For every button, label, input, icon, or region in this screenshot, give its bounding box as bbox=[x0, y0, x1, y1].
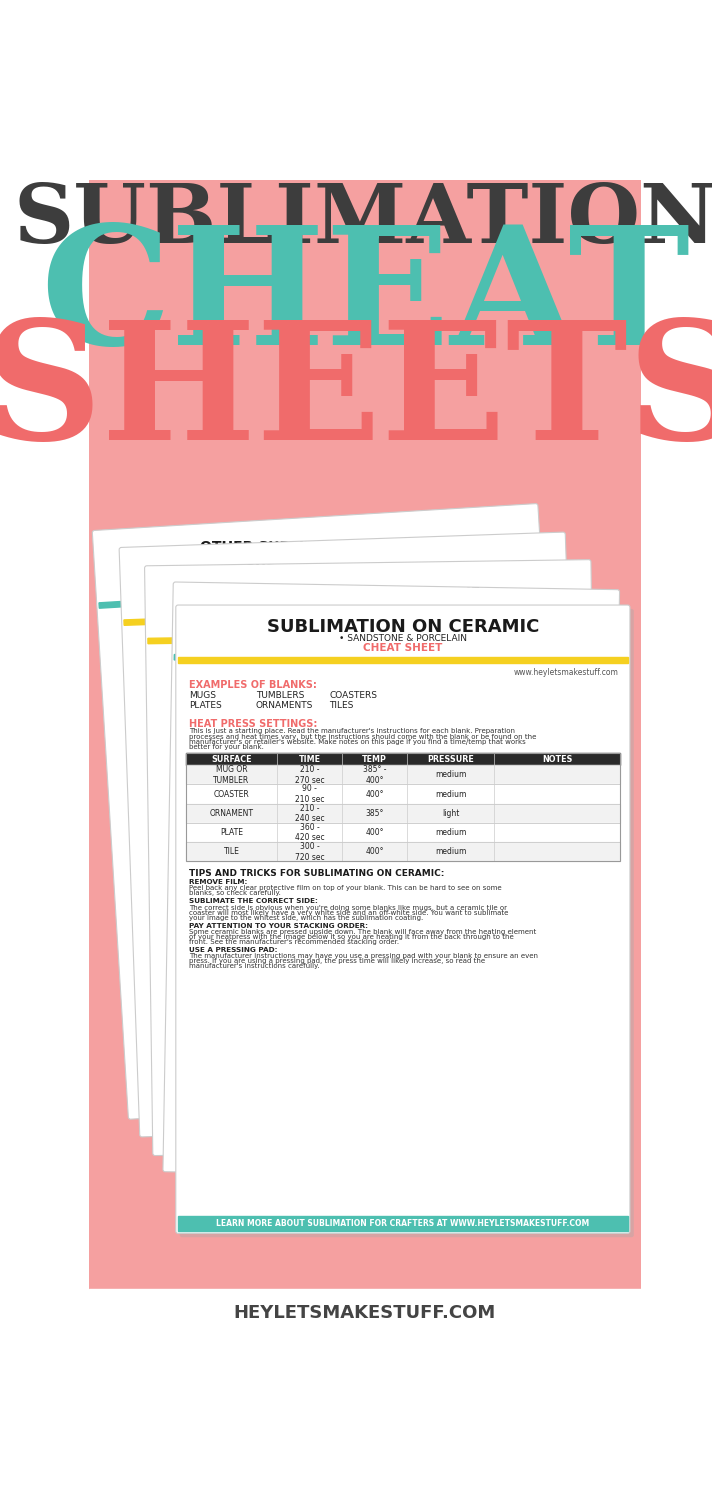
Text: PAY ATTENTION TO YOUR STACKING ORDER:: PAY ATTENTION TO YOUR STACKING ORDER: bbox=[189, 922, 368, 928]
Text: CHEAT SHEET: CHEAT SHEET bbox=[284, 567, 352, 576]
Text: • SANDSTONE & PORCELAIN: • SANDSTONE & PORCELAIN bbox=[339, 633, 467, 642]
Text: CHEAT SHEET: CHEAT SHEET bbox=[334, 614, 403, 622]
Text: Some ceramic blanks are pressed upside down. The blank will face away from the h: Some ceramic blanks are pressed upside d… bbox=[189, 928, 536, 934]
Text: TIME: TIME bbox=[298, 754, 320, 764]
Text: 400°: 400° bbox=[365, 789, 384, 798]
Text: medium: medium bbox=[435, 789, 466, 798]
Text: ORNAMENTS: ORNAMENTS bbox=[256, 702, 313, 711]
Text: of your heatpress with the image below it so you are heating it from the back th: of your heatpress with the image below i… bbox=[189, 934, 514, 940]
Text: TIPS AND TRICKS FOR SUBLIMATING ON CERAMIC:: TIPS AND TRICKS FOR SUBLIMATING ON CERAM… bbox=[189, 868, 444, 877]
Text: PLATE: PLATE bbox=[220, 828, 243, 837]
Text: 385° -
400°: 385° - 400° bbox=[363, 765, 387, 784]
Text: HEYLETSMAKESTUFF.COM: HEYLETSMAKESTUFF.COM bbox=[234, 1305, 496, 1323]
Text: manufacturer's or retailer's website. Make notes on this page if you find a time: manufacturer's or retailer's website. Ma… bbox=[189, 740, 525, 746]
Text: 400°: 400° bbox=[365, 828, 384, 837]
Text: TILES: TILES bbox=[329, 702, 354, 711]
FancyBboxPatch shape bbox=[93, 504, 574, 1119]
Text: PLATES: PLATES bbox=[189, 702, 221, 711]
FancyBboxPatch shape bbox=[179, 609, 634, 1238]
Text: TUMBLERS: TUMBLERS bbox=[256, 692, 304, 700]
Text: CHEAT SHEET: CHEAT SHEET bbox=[361, 636, 430, 645]
Text: 90 -
210 sec: 90 - 210 sec bbox=[295, 784, 324, 804]
Bar bbox=[186, 784, 620, 804]
Text: processes and heat times vary, but the instructions should come with the blank o: processes and heat times vary, but the i… bbox=[189, 734, 536, 740]
Text: press. If you are using a pressing pad, the press time will likely increase, so : press. If you are using a pressing pad, … bbox=[189, 958, 485, 964]
Text: www.heyletsmakestuff.com: www.heyletsmakestuff.com bbox=[513, 668, 618, 676]
Bar bbox=[186, 784, 620, 804]
Bar bbox=[186, 753, 620, 765]
Bar bbox=[178, 1215, 627, 1231]
Text: TEMP: TEMP bbox=[362, 754, 387, 764]
Bar bbox=[124, 604, 565, 625]
Text: manufacturer's instructions carefully.: manufacturer's instructions carefully. bbox=[189, 963, 320, 969]
Bar bbox=[174, 654, 616, 668]
Bar bbox=[186, 842, 620, 861]
Text: 210 -
240 sec: 210 - 240 sec bbox=[295, 804, 325, 824]
Text: The manufacturer instructions may have you use a pressing pad with your blank to: The manufacturer instructions may have y… bbox=[189, 952, 538, 958]
Text: CHEAT SHEET: CHEAT SHEET bbox=[363, 644, 443, 652]
Text: front. See the manufacturer's recommended stacking order.: front. See the manufacturer's recommende… bbox=[189, 939, 399, 945]
Bar bbox=[186, 765, 620, 784]
Text: NOTES: NOTES bbox=[542, 754, 572, 764]
Bar bbox=[186, 824, 620, 842]
Text: SUBLIMATION ON FABRIC: SUBLIMATION ON FABRIC bbox=[245, 562, 441, 578]
Bar bbox=[186, 765, 620, 784]
Text: TILE: TILE bbox=[224, 847, 239, 856]
Bar bbox=[148, 632, 590, 644]
Text: SUBLIMATION ON CERAMIC: SUBLIMATION ON CERAMIC bbox=[267, 618, 539, 636]
Text: light: light bbox=[442, 808, 459, 818]
Bar bbox=[178, 657, 627, 663]
Text: CHEAT SHEET: CHEAT SHEET bbox=[310, 590, 378, 598]
Text: 210 -
270 sec: 210 - 270 sec bbox=[295, 765, 325, 784]
Text: 385°: 385° bbox=[365, 808, 384, 818]
Bar bbox=[186, 824, 620, 842]
Text: COASTER: COASTER bbox=[214, 789, 249, 798]
Text: This is just a starting place. Read the manufacturer's instructions for each bla: This is just a starting place. Read the … bbox=[189, 728, 515, 734]
Bar bbox=[186, 753, 620, 861]
Text: SUBLIMATION ON NEOPRENE: SUBLIMATION ON NEOPRENE bbox=[256, 586, 481, 600]
Text: medium: medium bbox=[435, 847, 466, 856]
Text: USE A PRESSING PAD:: USE A PRESSING PAD: bbox=[189, 946, 278, 952]
Text: LEARN MORE ABOUT SUBLIMATION FOR CRAFTERS AT WWW.HEYLETSMAKESTUFF.COM: LEARN MORE ABOUT SUBLIMATION FOR CRAFTER… bbox=[216, 1220, 590, 1228]
Bar bbox=[89, 1288, 641, 1335]
FancyBboxPatch shape bbox=[119, 532, 586, 1137]
Text: Peel back any clear protective film on top of your blank. This can be hard to se: Peel back any clear protective film on t… bbox=[189, 885, 501, 891]
Text: 360 -
420 sec: 360 - 420 sec bbox=[295, 824, 325, 843]
Text: medium: medium bbox=[435, 771, 466, 780]
Text: MUG OR
TUMBLER: MUG OR TUMBLER bbox=[214, 765, 250, 784]
Bar bbox=[186, 804, 620, 824]
Text: coaster will most likely have a very white side and an off-white side. You want : coaster will most likely have a very whi… bbox=[189, 909, 508, 915]
FancyBboxPatch shape bbox=[176, 604, 630, 1233]
Text: medium: medium bbox=[435, 828, 466, 837]
Text: ORNAMENT: ORNAMENT bbox=[209, 808, 253, 818]
FancyBboxPatch shape bbox=[163, 582, 619, 1179]
Text: better for your blank.: better for your blank. bbox=[189, 744, 264, 750]
Text: SUBLIMATE THE CORRECT SIDE:: SUBLIMATE THE CORRECT SIDE: bbox=[189, 898, 318, 904]
Text: The correct side is obvious when you're doing some blanks like mugs, but a ceram: The correct side is obvious when you're … bbox=[189, 904, 507, 910]
Text: SURFACE: SURFACE bbox=[211, 754, 252, 764]
Bar bbox=[186, 842, 620, 861]
Text: MUGS: MUGS bbox=[189, 692, 216, 700]
Text: REMOVE FILM:: REMOVE FILM: bbox=[189, 879, 247, 885]
Text: SHEETS: SHEETS bbox=[0, 315, 712, 474]
Text: CHEAT: CHEAT bbox=[40, 220, 690, 380]
Text: your image to the whitest side, which has the sublimation coating.: your image to the whitest side, which ha… bbox=[189, 915, 423, 921]
Bar bbox=[186, 804, 620, 824]
Text: HEAT PRESS SETTINGS:: HEAT PRESS SETTINGS: bbox=[189, 718, 318, 729]
Text: 300 -
720 sec: 300 - 720 sec bbox=[295, 842, 325, 861]
Text: 400°: 400° bbox=[365, 847, 384, 856]
Text: SUBLIMATION: SUBLIMATION bbox=[14, 180, 712, 260]
Text: EXAMPLES OF BLANKS:: EXAMPLES OF BLANKS: bbox=[189, 681, 317, 690]
FancyBboxPatch shape bbox=[145, 560, 600, 1155]
Text: blanks, so check carefully.: blanks, so check carefully. bbox=[189, 891, 281, 897]
Text: SUBLIMATION ON METAL: SUBLIMATION ON METAL bbox=[300, 609, 492, 622]
Text: OTHER SUBLIMATION BLANKS: OTHER SUBLIMATION BLANKS bbox=[200, 540, 434, 555]
Text: PRESSURE: PRESSURE bbox=[427, 754, 474, 764]
Bar bbox=[99, 576, 540, 608]
Text: COASTERS: COASTERS bbox=[329, 692, 377, 700]
